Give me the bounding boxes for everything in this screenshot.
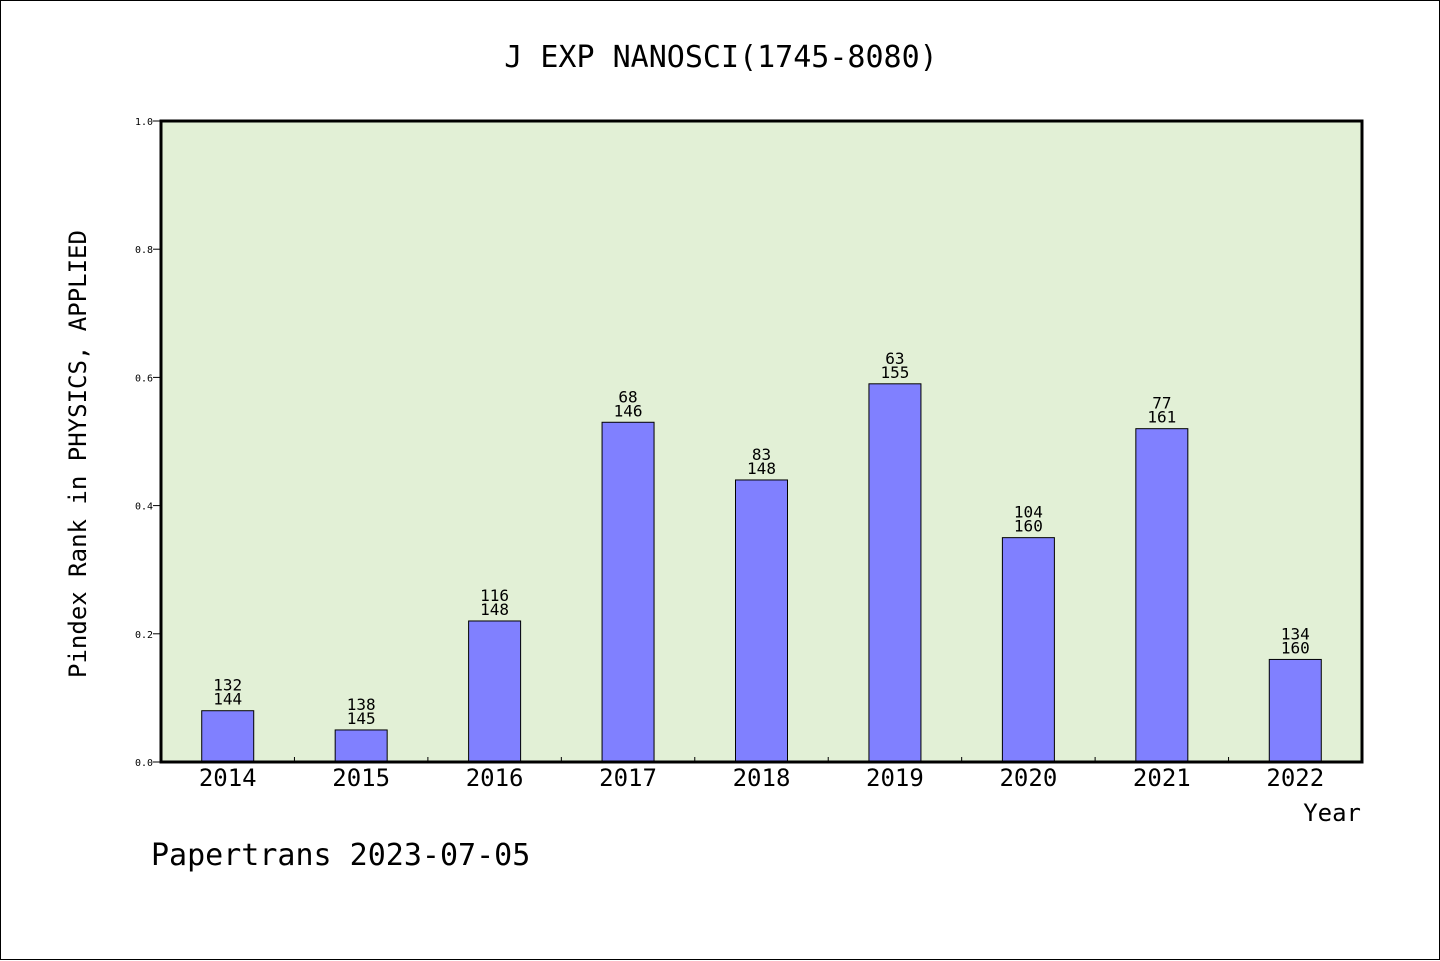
- bar-total-label: 160: [1281, 638, 1310, 657]
- bar-2022: [1268, 658, 1322, 763]
- x-tick-label: 2018: [733, 764, 791, 792]
- y-tick-label: 0.8: [135, 245, 153, 256]
- x-tick-label: 2019: [866, 764, 924, 792]
- y-tick-label: 0.2: [135, 630, 153, 641]
- y-tick-label: 0.6: [135, 373, 153, 384]
- bar-rank-label: 138: [347, 695, 376, 714]
- bar-2016: [468, 620, 522, 763]
- x-axis-label: Year: [1303, 799, 1361, 827]
- bar-rank-label: 132: [213, 676, 242, 695]
- x-tick-label: 2015: [332, 764, 390, 792]
- bar-rank-label: 77: [1152, 394, 1171, 413]
- bar-rank-label: 116: [480, 586, 509, 605]
- bar-rank-label: 68: [618, 387, 637, 406]
- x-axis-ticks: 2014 2015 2016 2017 2018 2019 2020 2021 2022: [199, 757, 1324, 792]
- footer-text: Papertrans 2023-07-05: [151, 838, 530, 873]
- bar-rank-label: 63: [885, 349, 904, 368]
- x-tick-label: 2022: [1266, 764, 1324, 792]
- bar-total-label: 160: [1014, 517, 1043, 536]
- bar-rank-label: 134: [1281, 624, 1310, 643]
- chart-title: J EXP NANOSCI(1745-8080): [504, 40, 937, 75]
- bars: [201, 383, 1322, 763]
- bar-2019: [868, 383, 922, 763]
- plot-border: [159, 119, 1364, 764]
- bar-total-label: 145: [347, 709, 376, 728]
- bar-total-label: 144: [213, 690, 242, 709]
- y-tick-label: 1.0: [135, 117, 153, 128]
- bar-rank-label: 104: [1014, 503, 1043, 522]
- y-axis-label: Pindex Rank in PHYSICS, APPLIED: [64, 230, 92, 678]
- y-tick-label: 0.0: [135, 758, 153, 769]
- bar-2017: [601, 421, 655, 763]
- y-tick-label: 0.4: [135, 502, 153, 513]
- bar-total-label: 148: [747, 459, 776, 478]
- bar-2014: [201, 710, 255, 763]
- y-axis-ticks: 0.0 0.2 0.4 0.6 0.8 1.0: [135, 117, 161, 769]
- bar-total-label: 161: [1147, 408, 1176, 427]
- bar-rank-label: 83: [752, 445, 771, 464]
- x-tick-label: 2014: [199, 764, 257, 792]
- x-tick-label: 2017: [599, 764, 657, 792]
- bar-2015: [334, 729, 388, 763]
- x-tick-label: 2016: [466, 764, 524, 792]
- bar-total-label: 148: [480, 600, 509, 619]
- x-tick-label: 2020: [999, 764, 1057, 792]
- bar-2021: [1135, 428, 1189, 763]
- bar-2018: [735, 479, 788, 763]
- x-tick-label: 2021: [1133, 764, 1191, 792]
- bar-total-label: 146: [614, 401, 643, 420]
- bar-total-label: 155: [880, 363, 909, 382]
- bar-2020: [1001, 537, 1055, 763]
